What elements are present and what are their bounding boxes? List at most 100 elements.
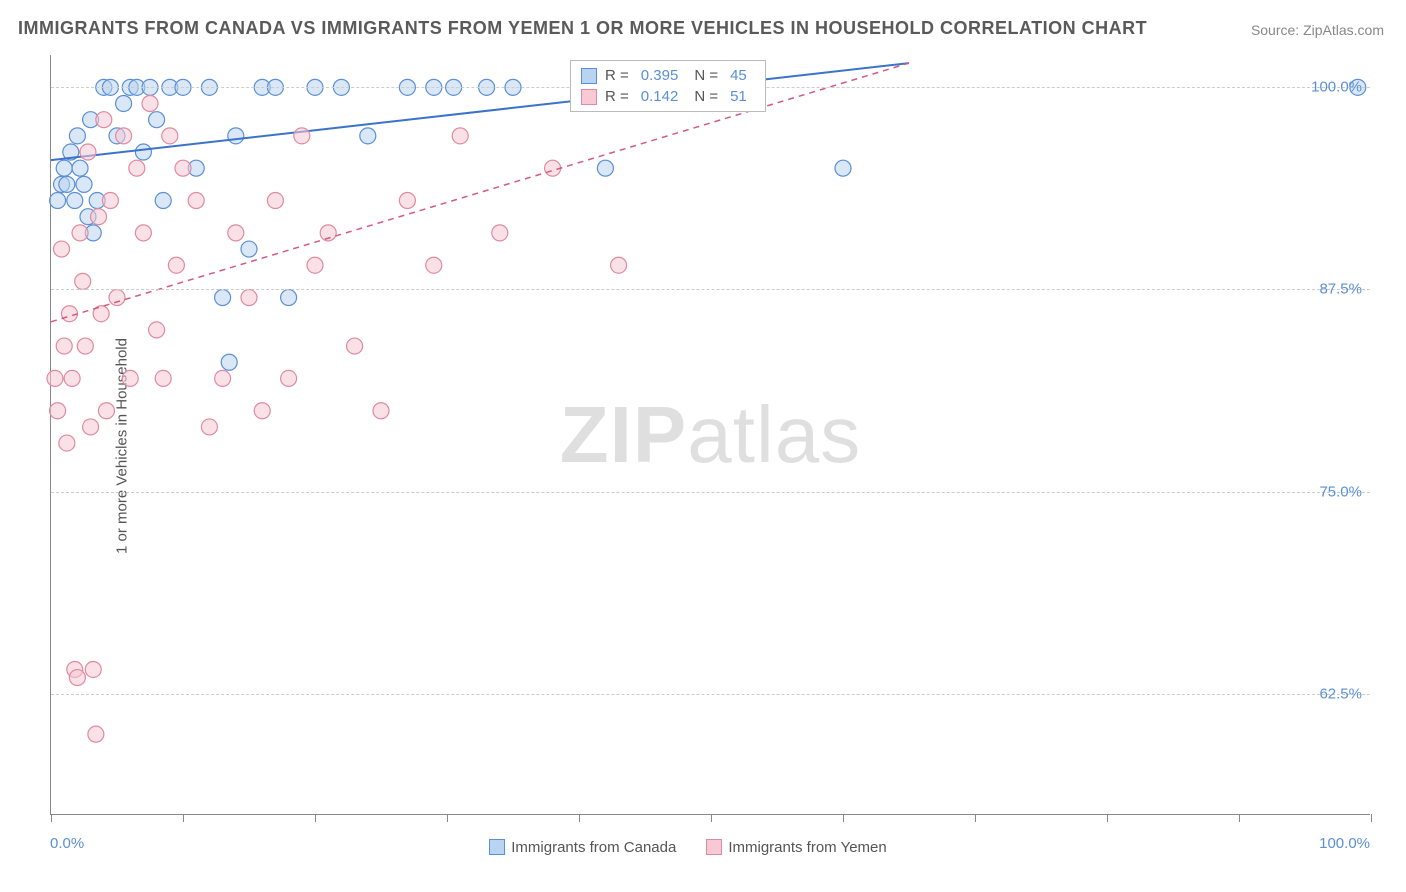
scatter-point	[109, 290, 125, 306]
scatter-point	[281, 370, 297, 386]
scatter-point	[611, 257, 627, 273]
scatter-point	[67, 193, 83, 209]
scatter-point	[188, 193, 204, 209]
scatter-point	[492, 225, 508, 241]
scatter-point	[96, 112, 112, 128]
scatter-point	[347, 338, 363, 354]
scatter-point	[116, 128, 132, 144]
scatter-point	[56, 160, 72, 176]
scatter-point	[228, 128, 244, 144]
scatter-point	[69, 670, 85, 686]
gridline	[51, 289, 1370, 290]
scatter-point	[142, 96, 158, 112]
scatter-point	[59, 435, 75, 451]
scatter-point	[116, 96, 132, 112]
scatter-point	[72, 160, 88, 176]
scatter-point	[80, 144, 96, 160]
scatter-point	[221, 354, 237, 370]
scatter-point	[294, 128, 310, 144]
y-tick-label: 62.5%	[1319, 685, 1362, 702]
scatter-point	[61, 306, 77, 322]
legend-r-label: R =	[605, 88, 629, 105]
plot-svg	[51, 55, 1370, 814]
legend-swatch	[581, 68, 597, 84]
scatter-point	[281, 290, 297, 306]
legend-n-value: 45	[730, 67, 747, 84]
scatter-point	[69, 128, 85, 144]
scatter-point	[426, 257, 442, 273]
scatter-point	[59, 176, 75, 192]
y-tick-label: 100.0%	[1311, 79, 1362, 96]
legend-r-label: R =	[605, 67, 629, 84]
legend-box: R =0.395N =45R =0.142N =51	[570, 60, 766, 112]
scatter-point	[50, 403, 66, 419]
scatter-point	[373, 403, 389, 419]
scatter-point	[88, 726, 104, 742]
x-tick	[1371, 814, 1372, 822]
scatter-point	[241, 241, 257, 257]
scatter-point	[85, 661, 101, 677]
scatter-point	[597, 160, 613, 176]
scatter-point	[91, 209, 107, 225]
scatter-point	[267, 193, 283, 209]
trendline	[51, 63, 909, 160]
plot-area: ZIPatlas 62.5%75.0%87.5%100.0%	[50, 55, 1370, 815]
gridline	[51, 492, 1370, 493]
scatter-point	[254, 403, 270, 419]
x-tick	[315, 814, 316, 822]
x-tick	[579, 814, 580, 822]
bottom-legend-label: Immigrants from Canada	[511, 839, 676, 856]
scatter-point	[149, 112, 165, 128]
scatter-point	[149, 322, 165, 338]
x-tick	[1107, 814, 1108, 822]
trendline	[51, 63, 909, 322]
legend-n-value: 51	[730, 88, 747, 105]
scatter-point	[241, 290, 257, 306]
scatter-point	[162, 128, 178, 144]
scatter-point	[155, 193, 171, 209]
scatter-point	[77, 338, 93, 354]
scatter-point	[64, 370, 80, 386]
scatter-point	[399, 193, 415, 209]
bottom-legend-swatch	[706, 839, 722, 855]
y-tick-label: 75.0%	[1319, 483, 1362, 500]
scatter-point	[75, 273, 91, 289]
scatter-point	[835, 160, 851, 176]
chart-source: Source: ZipAtlas.com	[1251, 22, 1384, 38]
x-tick	[843, 814, 844, 822]
x-tick	[711, 814, 712, 822]
scatter-point	[122, 370, 138, 386]
bottom-legend-swatch	[489, 839, 505, 855]
scatter-point	[56, 338, 72, 354]
legend-r-value: 0.142	[641, 88, 679, 105]
x-tick	[51, 814, 52, 822]
chart-title: IMMIGRANTS FROM CANADA VS IMMIGRANTS FRO…	[18, 18, 1147, 39]
scatter-point	[54, 241, 70, 257]
x-tick	[183, 814, 184, 822]
scatter-point	[72, 225, 88, 241]
scatter-point	[175, 160, 191, 176]
scatter-point	[452, 128, 468, 144]
scatter-point	[215, 290, 231, 306]
scatter-point	[47, 370, 63, 386]
legend-n-label: N =	[694, 67, 718, 84]
scatter-point	[168, 257, 184, 273]
gridline	[51, 694, 1370, 695]
bottom-legend-label: Immigrants from Yemen	[728, 839, 886, 856]
scatter-point	[83, 419, 99, 435]
scatter-point	[228, 225, 244, 241]
scatter-point	[307, 257, 323, 273]
scatter-point	[98, 403, 114, 419]
x-tick	[975, 814, 976, 822]
x-tick	[1239, 814, 1240, 822]
legend-r-value: 0.395	[641, 67, 679, 84]
legend-row: R =0.142N =51	[581, 86, 755, 107]
x-tick	[447, 814, 448, 822]
scatter-point	[215, 370, 231, 386]
scatter-point	[201, 419, 217, 435]
scatter-point	[129, 160, 145, 176]
scatter-point	[155, 370, 171, 386]
legend-bottom: Immigrants from Canada Immigrants from Ye…	[0, 838, 1406, 856]
scatter-point	[135, 144, 151, 160]
scatter-point	[135, 225, 151, 241]
